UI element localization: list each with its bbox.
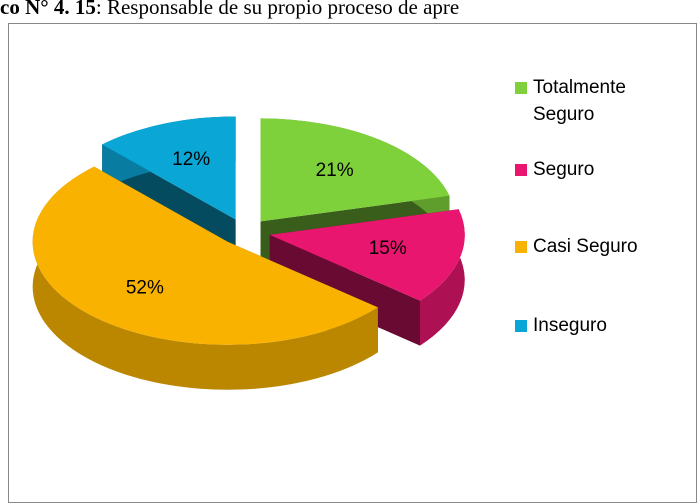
legend-swatch — [515, 164, 527, 176]
slice — [102, 116, 236, 220]
legend-label: Totalmente Seguro — [533, 77, 626, 125]
data-label: 21% — [316, 160, 354, 181]
data-label: 52% — [126, 277, 164, 298]
legend-label: Casi Seguro — [533, 236, 638, 257]
data-label: 12% — [172, 149, 210, 170]
slice — [260, 118, 450, 222]
slice-side — [32, 166, 378, 390]
legend-swatch — [515, 82, 527, 94]
chart-title: co N° 4. 15: Responsable de su propio pr… — [0, 0, 459, 19]
legend-label: Seguro — [533, 159, 594, 180]
slice — [32, 166, 378, 345]
slice — [269, 209, 465, 301]
title-text: : Responsable de su propio proceso de ap… — [96, 0, 459, 19]
slice-side — [419, 209, 465, 346]
slice-side — [269, 234, 420, 346]
legend-swatch — [515, 320, 527, 332]
legend-swatch — [515, 241, 527, 253]
data-label: 15% — [369, 238, 407, 259]
title-label: co N° 4. 15 — [0, 0, 96, 19]
legend-label: Inseguro — [533, 315, 607, 336]
